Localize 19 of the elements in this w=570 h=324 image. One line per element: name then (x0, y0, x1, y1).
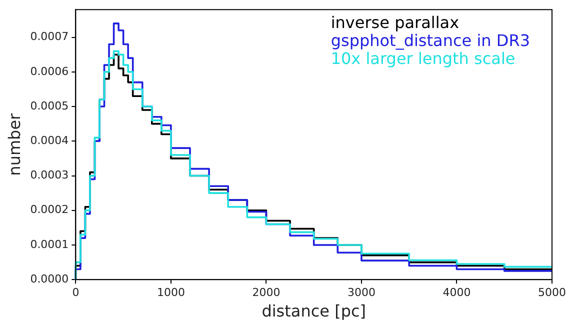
y-axis-title: number (4, 112, 24, 176)
text: gspphot_distance in DR3 (330, 30, 530, 50)
text: inverse parallax (330, 12, 460, 32)
x-tick-label: 5000 (538, 286, 566, 300)
text: 10x larger length scale (330, 48, 516, 68)
y-tick-label: 0.0001 (30, 238, 69, 251)
x-axis-title: distance [pc] (262, 302, 366, 321)
y-tick-label: 0.0004 (30, 134, 69, 147)
x-tick-label: 4000 (442, 286, 471, 300)
x-tick-label: 3000 (347, 286, 376, 300)
x-tick-label: 1000 (156, 286, 185, 300)
y-tick-label: 0.0000 (30, 272, 69, 286)
y-tick-label: 0.0002 (30, 203, 69, 216)
y-tick-label: 0.0007 (30, 30, 69, 44)
y-tick-label: 0.0005 (30, 99, 69, 112)
x-tick-label: 2000 (252, 286, 280, 300)
x-tick-label: 0 (72, 286, 80, 300)
y-tick-label: 0.0006 (30, 64, 69, 78)
y-tick-label: 0.0003 (30, 168, 69, 182)
